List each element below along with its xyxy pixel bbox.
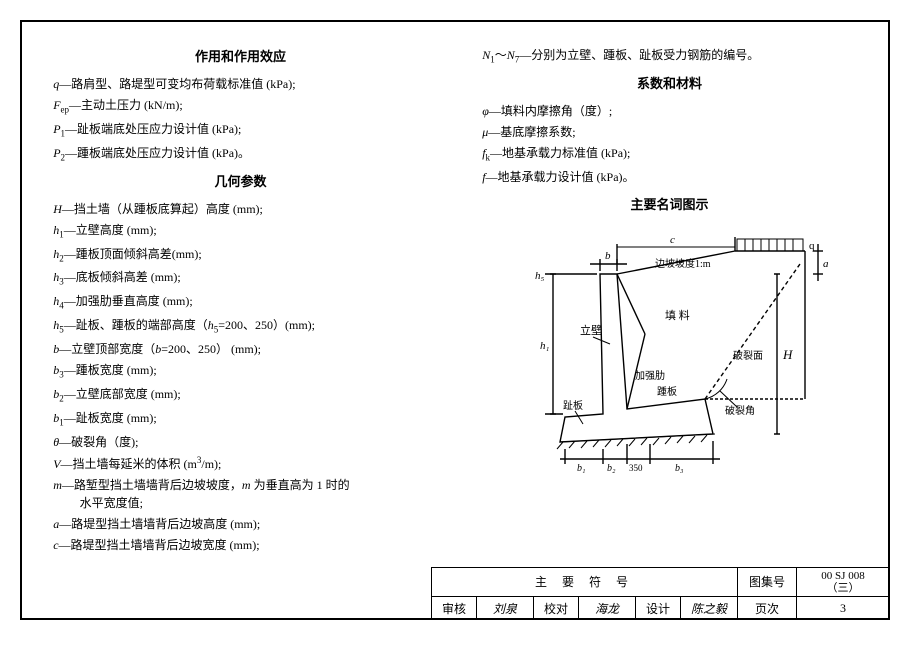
section-title-geom: 几何参数 (46, 171, 435, 190)
def-h2: h2—踵板顶面倾斜高差(mm); (46, 245, 435, 266)
footer-code: 00 SJ 008（三） (797, 567, 890, 596)
footer-tuji-label: 图集号 (738, 567, 797, 596)
label-b1: b₁ (577, 463, 585, 474)
def-c: c—路堤型挡土墙墙背后边坡宽度 (mm); (46, 536, 435, 554)
def-h4: h4—加强肋垂直高度 (mm); (46, 292, 435, 313)
def-theta: θ—破裂角（度); (46, 433, 435, 451)
footer-page: 3 (797, 597, 890, 620)
def-p2: P2—踵板端底处压应力设计值 (kPa)。 (46, 144, 435, 165)
label-b3: b₃ (675, 463, 684, 474)
def-mu: μ—基底摩擦系数; (475, 123, 864, 141)
def-N: N1～N7—分别为立壁、踵板、趾板受力钢筋的编号。 (475, 46, 864, 67)
diagram: q (475, 219, 864, 483)
left-column: 作用和作用效应 q—路肩型、路堤型可变均布荷载标准值 (kPa); Fep—主动… (46, 40, 435, 560)
two-column-layout: 作用和作用效应 q—路肩型、路堤型可变均布荷载标准值 (kPa); Fep—主动… (46, 40, 864, 560)
def-phi: φ—填料内摩擦角（度）; (475, 102, 864, 120)
footer-jiaodui-label: 校对 (534, 597, 579, 620)
def-h5: h5—趾板、踵板的端部高度（h5=200、250）(mm); (46, 316, 435, 337)
retaining-wall-svg: q (505, 219, 835, 479)
label-h1: h₁ (540, 340, 550, 352)
def-fep: Fep—主动土压力 (kN/m); (46, 96, 435, 117)
footer-jiaodui-value: 海龙 (579, 597, 636, 620)
footer-yeci-label: 页次 (738, 597, 797, 620)
title-block: 主 要 符 号 图集号 00 SJ 008（三） 审核 刘泉 校对 海龙 设计 … (431, 567, 890, 620)
label-b: b (605, 250, 611, 262)
label-wall: 立壁 (580, 323, 602, 337)
label-toe: 趾板 (563, 399, 583, 412)
label-h5: h₅ (535, 270, 545, 282)
label-a: a (823, 258, 829, 270)
label-q: q (809, 240, 815, 252)
footer-main-title: 主 要 符 号 (432, 567, 738, 596)
def-b3: b3—踵板宽度 (mm); (46, 361, 435, 382)
label-H: H (782, 347, 793, 362)
footer-shenhe-label: 审核 (432, 597, 477, 620)
def-p1: P1—趾板端底处压应力设计值 (kPa); (46, 120, 435, 141)
def-h1: h1—立壁高度 (mm); (46, 221, 435, 242)
label-slope: 边坡坡度1:m (655, 257, 711, 270)
def-m: m—路堑型挡土墙墙背后边坡坡度，m 为垂直高为 1 时的 水平宽度值; (46, 476, 435, 512)
def-q: q—路肩型、路堤型可变均布荷载标准值 (kPa); (46, 75, 435, 93)
label-heel: 踵板 (657, 385, 677, 398)
def-f: f—地基承载力设计值 (kPa)。 (475, 168, 864, 186)
def-fk: fk—地基承载力标准值 (kPa); (475, 144, 864, 165)
def-a: a—路堤型挡土墙墙背后边坡高度 (mm); (46, 515, 435, 533)
footer-sheji-value: 陈之毅 (681, 597, 738, 620)
right-column: N1～N7—分别为立壁、踵板、趾板受力钢筋的编号。 系数和材料 φ—填料内摩擦角… (475, 40, 864, 560)
label-rib: 加强肋 (635, 369, 665, 382)
def-b2: b2—立壁底部宽度 (mm); (46, 385, 435, 406)
footer-shenhe-value: 刘泉 (477, 597, 534, 620)
diagram-title: 主要名词图示 (475, 194, 864, 213)
footer-sheji-label: 设计 (636, 597, 681, 620)
label-crack-angle: 破裂角 (725, 404, 755, 417)
label-b2: b₂ (607, 463, 616, 474)
def-V: V—挡土墙每延米的体积 (m3/m); (46, 454, 435, 473)
label-350: 350 (629, 463, 643, 473)
def-h3: h3—底板倾斜高差 (mm); (46, 268, 435, 289)
def-H: H—挡土墙（从踵板底算起）高度 (mm); (46, 200, 435, 218)
section-title-material: 系数和材料 (475, 73, 864, 92)
label-fill: 填 料 (665, 308, 690, 322)
label-c: c (670, 234, 675, 246)
page-frame: 作用和作用效应 q—路肩型、路堤型可变均布荷载标准值 (kPa); Fep—主动… (20, 20, 890, 620)
def-b: b—立壁顶部宽度（b=200、250） (mm); (46, 340, 435, 358)
section-title-actions: 作用和作用效应 (46, 46, 435, 65)
def-b1: b1—趾板宽度 (mm); (46, 409, 435, 430)
label-crack-surface: 破裂面 (733, 349, 763, 362)
